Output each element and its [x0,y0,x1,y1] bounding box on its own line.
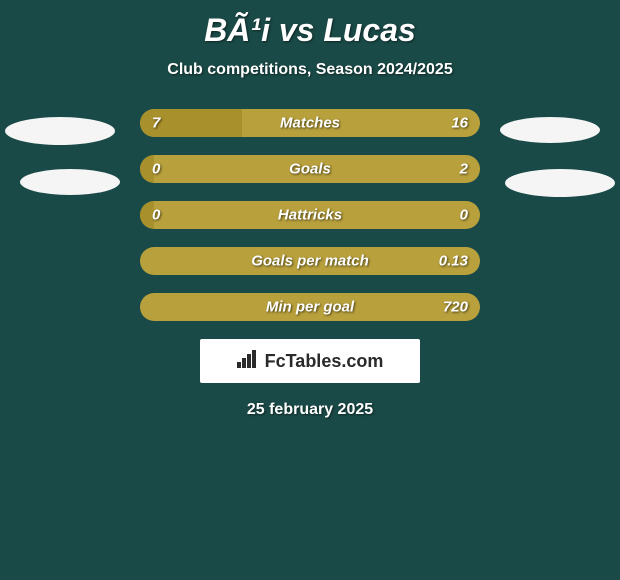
stat-right-value: 720 [443,299,468,316]
stat-label: Hattricks [278,207,342,224]
stat-label: Goals [289,161,331,178]
brand-text: FcTables.com [265,351,384,372]
stat-row: 0 Hattricks 0 [140,201,480,229]
page-title: BÃ¹i vs Lucas [0,0,620,49]
brand-box: FcTables.com [200,339,420,383]
date-label: 25 february 2025 [0,401,620,419]
page-subtitle: Club competitions, Season 2024/2025 [0,61,620,79]
player-left-avatar-1 [5,117,115,145]
stat-left-value: 7 [152,115,160,132]
stat-left-value: 0 [152,161,160,178]
stat-row: 0 Goals 2 [140,155,480,183]
player-left-avatar-2 [20,169,120,195]
player-right-avatar-1 [500,117,600,143]
stat-label: Matches [280,115,340,132]
stats-bars: 7 Matches 16 0 Goals 2 0 Hattricks 0 Goa… [140,109,480,321]
stat-right-value: 0 [460,207,468,224]
stat-right-value: 16 [451,115,468,132]
player-right-avatar-2 [505,169,615,197]
stat-row: 7 Matches 16 [140,109,480,137]
stat-label: Goals per match [251,253,369,270]
stat-right-value: 0.13 [439,253,468,270]
comparison-content: 7 Matches 16 0 Goals 2 0 Hattricks 0 Goa… [0,109,620,419]
stat-right-value: 2 [460,161,468,178]
stat-left-value: 0 [152,207,160,224]
stat-row: Goals per match 0.13 [140,247,480,275]
stat-label: Min per goal [266,299,354,316]
brand-chart-icon [237,350,259,373]
stat-row: Min per goal 720 [140,293,480,321]
